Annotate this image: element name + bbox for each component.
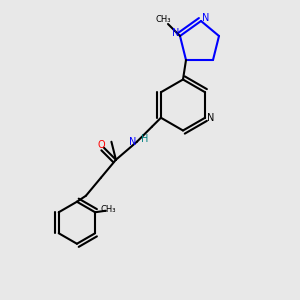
Text: O: O: [97, 140, 105, 150]
Text: H: H: [141, 134, 148, 144]
Text: N: N: [172, 28, 179, 38]
Text: N: N: [207, 113, 215, 123]
Text: CH₃: CH₃: [101, 205, 116, 214]
Text: N: N: [202, 13, 209, 23]
Text: N: N: [129, 137, 136, 147]
Text: CH₃: CH₃: [156, 15, 171, 24]
